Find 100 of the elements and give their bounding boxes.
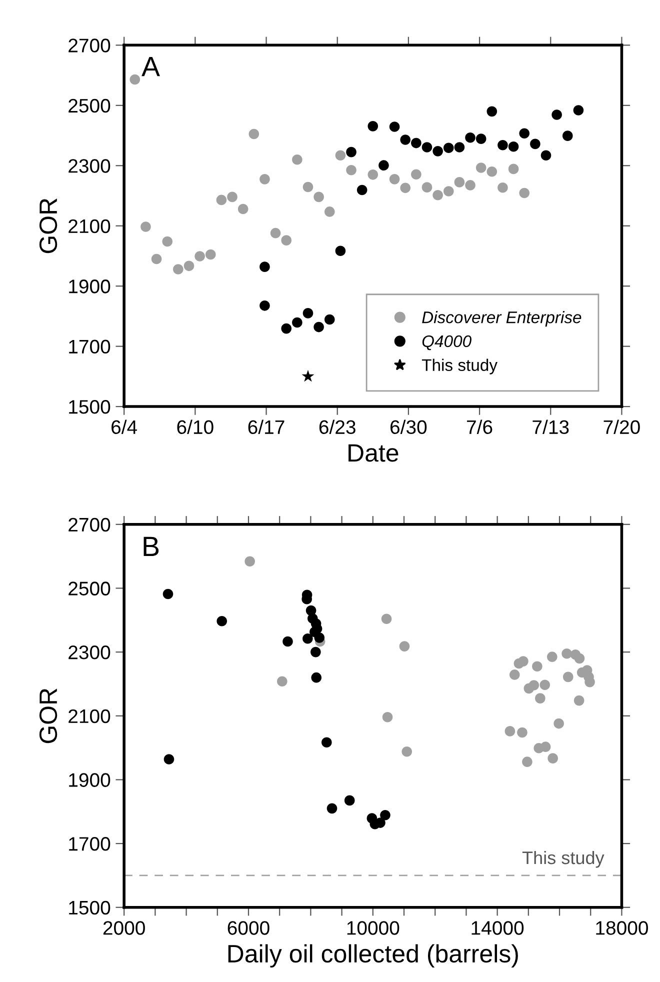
point [519,188,530,198]
point [368,170,378,180]
x-tick-label: 6/17 [248,420,284,434]
point [498,182,508,193]
point [238,204,248,214]
point [508,142,519,152]
x-tick-label: 18000 [596,921,648,935]
point [311,672,322,683]
legend-label: Discoverer Enterprise [422,311,582,327]
point [389,122,400,132]
x-tick-label: 7/6 [467,420,492,434]
point [422,182,432,192]
y-axis-title: GOR [39,688,58,744]
point [540,742,551,752]
point [486,166,498,177]
point [260,300,270,311]
point [244,556,255,567]
x-tick-label: 6/30 [390,420,427,434]
y-tick-label: 2300 [68,646,110,660]
point [292,317,302,328]
legend-label: Q4000 [422,335,472,350]
point [562,672,574,682]
point [389,174,400,184]
point [326,803,338,814]
point [344,795,355,806]
point [310,646,321,658]
point [382,712,393,722]
point [562,130,573,141]
point [518,656,528,666]
point [216,616,228,626]
y-tick-label: 2100 [68,709,110,724]
point [162,236,173,247]
y-axis-title: GOR [39,198,58,254]
point [573,105,584,116]
x-tick-label: 10000 [347,921,400,935]
point [504,726,516,736]
point [402,746,412,757]
point [381,614,392,624]
x-tick-label: 2000 [103,921,145,935]
legend-label: This study [422,358,498,374]
point [378,160,389,170]
point [574,653,585,664]
point [509,670,520,680]
point [260,262,270,272]
point [540,680,550,690]
point [346,146,356,158]
point [276,676,288,687]
x-tick-label: 6/4 [112,420,138,434]
y-tick-label: 1700 [69,340,110,354]
point [335,246,346,256]
point [540,150,552,161]
point [517,727,528,738]
point [302,633,313,644]
point [508,164,519,174]
point [422,142,432,152]
point [554,718,564,729]
point [302,370,314,382]
point [346,164,356,176]
y-tick-label: 2300 [68,159,110,173]
x-tick-label: 6/23 [319,420,356,434]
x-tick-label: 6000 [228,921,270,935]
point [465,132,476,143]
point [546,652,558,662]
point [411,169,422,180]
point [465,180,476,190]
point [498,140,508,150]
point [314,192,324,202]
point [270,228,281,238]
y-tick-label: 2500 [68,98,110,113]
y-tick-label: 2100 [68,219,110,234]
point [522,756,532,767]
point [574,695,584,706]
point [151,254,162,264]
point [528,680,540,690]
point [227,192,238,202]
point [535,693,546,704]
point [432,190,443,200]
point [205,249,216,260]
point [184,260,194,272]
point [476,162,486,173]
y-tick-label: 1900 [69,280,110,294]
point [454,142,465,152]
annotation: A [142,57,160,76]
x-axis-title: Daily oil collected (barrels) [228,944,518,968]
annotation: B [144,536,159,556]
y-tick-label: 1700 [69,837,110,851]
point [248,128,260,140]
point [399,641,410,652]
point [282,636,293,647]
x-tick-label: 14000 [472,921,524,935]
y-tick-label: 1500 [69,400,110,414]
y-tick-label: 1900 [69,773,110,787]
point [281,323,292,334]
x-tick-label: 6/10 [177,420,214,434]
point [400,182,411,194]
point [162,588,174,600]
x-axis-title: Date [348,444,398,462]
x-tick-label: 7/20 [604,420,640,434]
point [454,177,465,188]
point [314,322,324,332]
